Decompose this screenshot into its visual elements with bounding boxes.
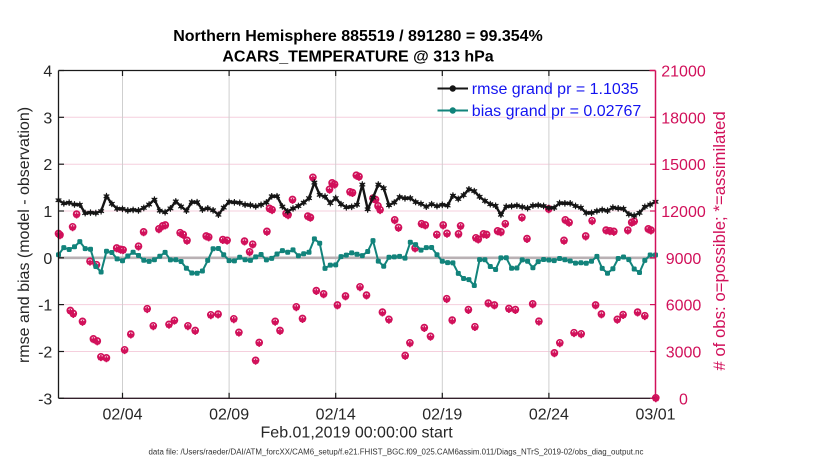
svg-text:15000: 15000 [661,157,706,174]
svg-text:12000: 12000 [661,204,706,221]
svg-text:4: 4 [43,64,52,81]
svg-text:rmse grand pr = 1.1035: rmse grand pr = 1.1035 [472,81,639,98]
svg-text:Feb.01,2019 00:00:00 start: Feb.01,2019 00:00:00 start [261,424,454,441]
svg-text:18000: 18000 [661,110,706,127]
svg-text:3000: 3000 [666,345,702,362]
svg-text:ACARS_TEMPERATURE @ 313 hPa: ACARS_TEMPERATURE @ 313 hPa [222,48,493,65]
svg-text:0: 0 [679,391,688,408]
svg-text:02/24: 02/24 [529,406,569,423]
svg-text:6000: 6000 [666,298,702,315]
svg-text:03/01: 03/01 [635,406,675,423]
svg-text:-1: -1 [38,298,52,315]
svg-text:# of obs: o=possible; *=assimi: # of obs: o=possible; *=assimilated [710,111,729,370]
svg-text:1: 1 [43,204,52,221]
svg-text:Northern Hemisphere 885519 / 8: Northern Hemisphere 885519 / 891280 = 99… [173,28,543,45]
svg-text:rmse and bias (model - observa: rmse and bias (model - observation) [16,107,33,363]
svg-text:02/14: 02/14 [316,406,356,423]
svg-text:2: 2 [43,157,52,174]
svg-text:bias grand pr = 0.02767: bias grand pr = 0.02767 [472,103,642,120]
svg-text:-3: -3 [38,391,52,408]
svg-text:data file: /Users/raeder/DAI/A: data file: /Users/raeder/DAI/ATM_forcXX/… [148,448,643,457]
svg-text:02/19: 02/19 [422,406,462,423]
svg-text:02/04: 02/04 [102,406,142,423]
svg-text:0: 0 [43,251,52,268]
svg-text:-2: -2 [38,345,52,362]
svg-text:21000: 21000 [661,64,706,81]
svg-text:02/09: 02/09 [209,406,249,423]
svg-text:3: 3 [43,110,52,127]
svg-text:9000: 9000 [666,251,702,268]
